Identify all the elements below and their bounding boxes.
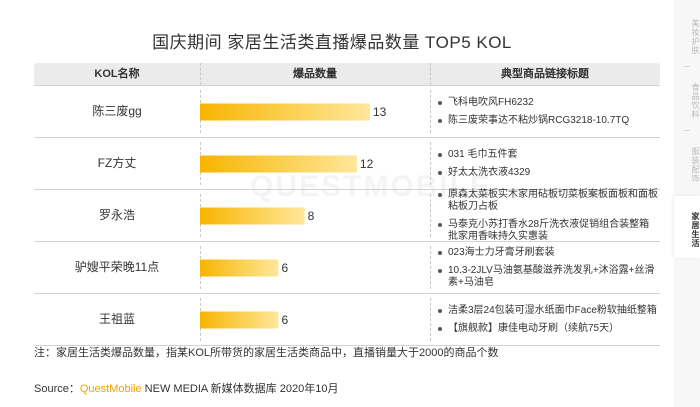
header-divider — [200, 63, 201, 85]
table-row: 王祖蓝 洁柔3层24包装可湿水纸面巾Face粉软抽纸整箱 【旗舰款】康佳电动牙刷… — [34, 294, 660, 346]
bullet-icon — [438, 170, 442, 175]
sidebar-item-food[interactable]: 食品饮料 — [691, 83, 700, 119]
row-divider — [430, 298, 431, 341]
sidebar-item-apparel[interactable]: 服装配饰 — [691, 147, 700, 183]
bullet-icon — [438, 250, 442, 255]
kol-name: 陈三废gg — [92, 104, 142, 118]
product-item: 【旗舰款】康佳电动牙刷（续航75天） — [436, 323, 658, 335]
sidebar-item-beauty[interactable]: 美妆护肤 — [691, 19, 700, 55]
product-item: 马泰克小苏打香水28斤洗衣液促销组合装整箱批家用香味持久实惠装 — [436, 219, 658, 243]
row-divider — [200, 298, 201, 341]
category-sidebar: 美妆护肤 食品饮料 服装配饰 家居生活 — [674, 0, 700, 407]
header-divider — [430, 63, 431, 85]
row-divider — [430, 90, 431, 133]
bullet-icon — [438, 100, 442, 105]
source-line: Source：QuestMobile NEW MEDIA 新媒体数据库 2020… — [34, 380, 338, 396]
product-item: 洁柔3层24包装可湿水纸面巾Face粉软抽纸整箱 — [436, 305, 658, 317]
table-body: 陈三废gg 飞科电吹风FH6232 陈三废荣事达不粘炒锅RCG3218-10.7… — [34, 85, 660, 346]
product-title: 031 毛巾五件套 — [448, 148, 518, 160]
bullet-icon — [438, 326, 442, 331]
row-divider — [200, 90, 201, 133]
chart-title: 国庆期间 家居生活类直播爆品数量 TOP5 KOL — [152, 33, 512, 52]
bullet-icon — [438, 152, 442, 157]
row-divider — [200, 142, 201, 185]
product-item: 飞科电吹风FH6232 — [436, 97, 658, 109]
header-kol-name: KOL名称 — [94, 68, 140, 80]
product-item: 10.3-2JLV马油氨基酸滋养洗发乳+沐浴露+丝滑素+马油皂 — [436, 265, 658, 289]
product-title: 10.3-2JLV马油氨基酸滋养洗发乳+沐浴露+丝滑素+马油皂 — [448, 264, 655, 288]
header-count: 爆品数量 — [293, 68, 337, 80]
kol-name: 王祖蓝 — [98, 312, 135, 326]
row-divider — [200, 246, 201, 289]
source-prefix: Source： — [34, 383, 80, 395]
product-item: 023海士力牙膏牙刷套装 — [436, 247, 658, 259]
table-row: 陈三废gg 飞科电吹风FH6232 陈三废荣事达不粘炒锅RCG3218-10.7… — [34, 85, 660, 138]
bullet-icon — [438, 308, 442, 313]
sidebar-divider — [684, 66, 690, 67]
product-title: 原森太菜板实木家用砧板切菜板案板面板和面板粘板刀占板 — [448, 188, 658, 212]
footnote: 注：家居生活类爆品数量，指某KOL所带货的家居生活类商品中，直播销量大于2000… — [34, 347, 499, 359]
bullet-icon — [438, 222, 442, 227]
product-item: 陈三废荣事达不粘炒锅RCG3218-10.7TQ — [436, 115, 658, 127]
product-title: 飞科电吹风FH6232 — [448, 96, 534, 108]
row-divider — [430, 194, 431, 237]
product-item: 031 毛巾五件套 — [436, 149, 658, 161]
product-title: 陈三废荣事达不粘炒锅RCG3218-10.7TQ — [448, 114, 630, 126]
product-list: 洁柔3层24包装可湿水纸面巾Face粉软抽纸整箱 【旗舰款】康佳电动牙刷（续航7… — [436, 294, 658, 345]
product-title: 洁柔3层24包装可湿水纸面巾Face粉软抽纸整箱 — [448, 304, 657, 316]
product-title: 马泰克小苏打香水28斤洗衣液促销组合装整箱批家用香味持久实惠装 — [448, 218, 650, 242]
product-list: 031 毛巾五件套 好太太洗衣液4329 — [436, 138, 658, 189]
kol-name: FZ方丈 — [97, 156, 137, 170]
product-title: 【旗舰款】康佳电动牙刷（续航75天） — [448, 322, 620, 334]
product-title: 好太太洗衣液4329 — [448, 166, 531, 178]
header-products: 典型商品链接标题 — [501, 68, 589, 80]
row-divider — [430, 246, 431, 289]
bullet-icon — [438, 192, 442, 197]
kol-name: 罗永浩 — [98, 208, 135, 222]
source-brand: QuestMobile — [79, 383, 142, 395]
bullet-icon — [438, 268, 442, 273]
row-divider — [430, 142, 431, 185]
product-list: 飞科电吹风FH6232 陈三废荣事达不粘炒锅RCG3218-10.7TQ — [436, 86, 658, 137]
row-divider — [200, 194, 201, 237]
product-item: 原森太菜板实木家用砧板切菜板案板面板和面板粘板刀占板 — [436, 189, 658, 213]
table-header: KOL名称 爆品数量 典型商品链接标题 — [34, 63, 660, 85]
product-list: 023海士力牙膏牙刷套装 10.3-2JLV马油氨基酸滋养洗发乳+沐浴露+丝滑素… — [436, 242, 658, 293]
table-row: 罗永浩 原森太菜板实木家用砧板切菜板案板面板和面板粘板刀占板 马泰克小苏打香水2… — [34, 189, 660, 243]
bullet-icon — [438, 118, 442, 123]
kol-table: KOL名称 爆品数量 典型商品链接标题 陈三废gg 飞科电吹风FH6232 陈三… — [34, 63, 660, 346]
product-list: 原森太菜板实木家用砧板切菜板案板面板和面板粘板刀占板 马泰克小苏打香水28斤洗衣… — [436, 189, 658, 243]
product-title: 023海士力牙膏牙刷套装 — [448, 246, 555, 258]
source-suffix: NEW MEDIA 新媒体数据库 2020年10月 — [141, 383, 339, 395]
sidebar-divider — [684, 130, 690, 131]
product-item: 好太太洗衣液4329 — [436, 167, 658, 179]
kol-name: 驴嫂平荣晚11点 — [74, 260, 160, 274]
table-row: FZ方丈 031 毛巾五件套 好太太洗衣液4329 — [34, 138, 660, 190]
sidebar-item-home[interactable]: 家居生活 — [674, 196, 700, 258]
table-row: 驴嫂平荣晚11点 023海士力牙膏牙刷套装 10.3-2JLV马油氨基酸滋养洗发… — [34, 242, 660, 294]
